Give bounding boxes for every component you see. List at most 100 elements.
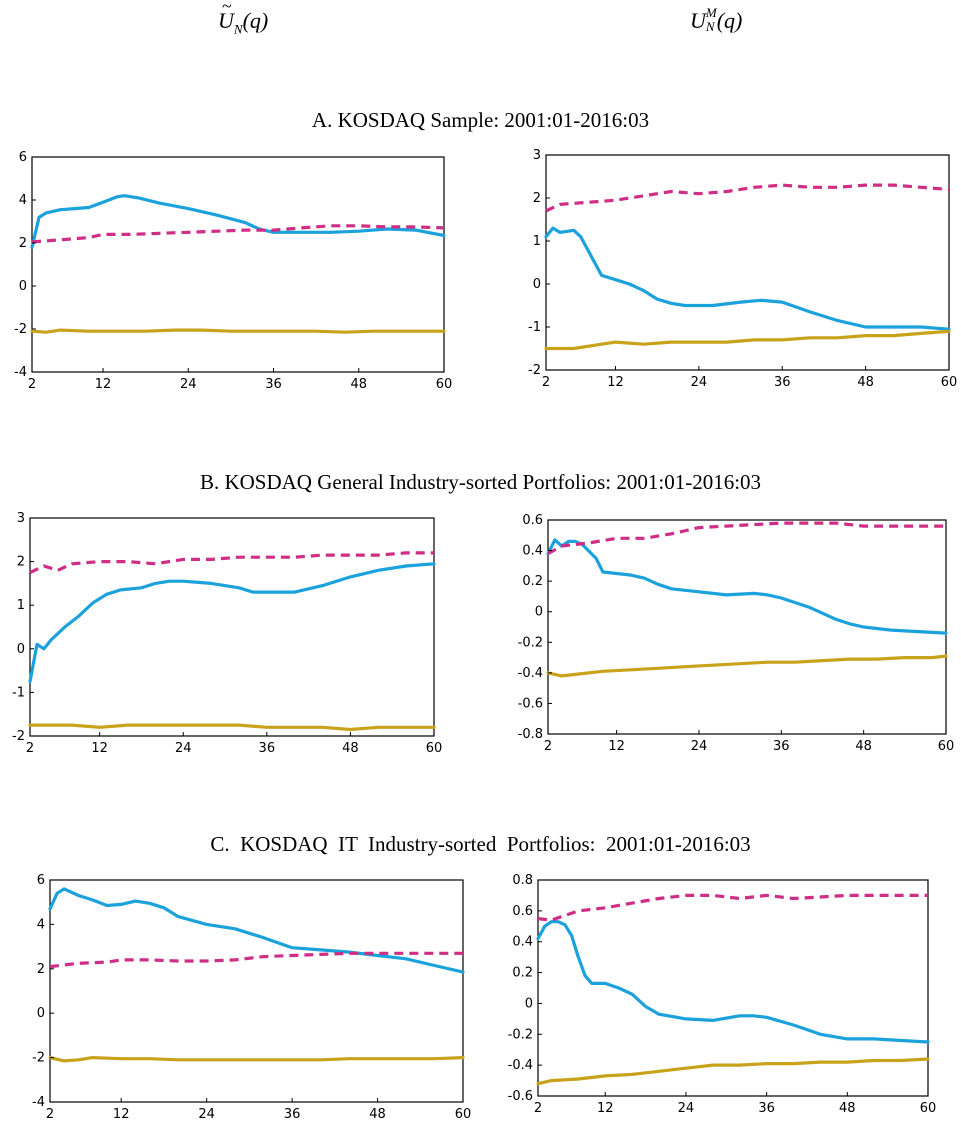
y-tick-label: 0.6 <box>522 513 543 528</box>
u-tilde-base: U <box>218 8 234 33</box>
y-tick-label: 3 <box>17 511 25 526</box>
series-line-magenta <box>545 183 950 213</box>
y-tick-label: 3 <box>533 148 541 163</box>
plot-frame <box>31 156 445 373</box>
x-tick-label: 24 <box>175 741 192 756</box>
x-tick-label: 24 <box>691 739 708 754</box>
chart-c-right: 2 12 24 36 48 60 -0.6 -0.4 -0.2 0 0.2 0.4 0.6 0.8 <box>508 873 937 1116</box>
x-tick-label: 60 <box>436 377 453 392</box>
x-tick-label: 48 <box>342 741 359 756</box>
x-tick-label: 48 <box>839 1101 856 1116</box>
series-line-gold <box>546 654 948 678</box>
x-tick-label: 12 <box>607 375 624 390</box>
y-tick-label: 0.2 <box>512 966 533 981</box>
u-tilde-symbol: ~ U <box>218 0 234 34</box>
x-tick-label: 60 <box>938 739 955 754</box>
x-tick-label: 2 <box>26 741 34 756</box>
x-tick-label: 2 <box>46 1107 54 1122</box>
x-tick-label: 2 <box>534 1101 542 1116</box>
y-tick-label: -0.4 <box>508 1058 533 1073</box>
y-tick-label: -1 <box>528 320 541 335</box>
panel-b-title: B. KOSDAQ General Industry-sorted Portfo… <box>199 470 762 494</box>
x-tick-label: 12 <box>91 741 108 756</box>
y-tick-label: -0.6 <box>518 696 543 711</box>
y-tick-label: 6 <box>37 873 45 888</box>
x-tick-label: 36 <box>265 377 282 392</box>
x-tick-label: 24 <box>691 375 708 390</box>
y-tick-label: -2 <box>528 363 541 378</box>
y-tick-label: 0 <box>37 1006 45 1021</box>
y-tick-label: 6 <box>19 150 27 165</box>
y-tick-label: 2 <box>17 555 25 570</box>
y-tick-label: 1 <box>17 598 25 613</box>
x-tick-label: 2 <box>542 375 550 390</box>
panel-a-title: A. KOSDAQ Sample: 2001:01-2016:03 <box>311 108 650 132</box>
x-tick-label: 12 <box>608 739 625 754</box>
series-line-magenta <box>49 951 463 969</box>
series-line-gold <box>28 723 436 732</box>
x-tick-label: 2 <box>544 739 552 754</box>
x-tick-label: 12 <box>597 1101 614 1116</box>
y-tick-label: -4 <box>32 1095 45 1110</box>
series-line-magenta <box>547 521 946 555</box>
x-tick-label: 24 <box>180 377 197 392</box>
y-tick-label: -2 <box>32 1051 45 1066</box>
plot-frame <box>49 879 464 1103</box>
y-tick-label: 1 <box>533 234 541 249</box>
x-tick-label: 60 <box>426 741 443 756</box>
series-line-magenta <box>31 224 445 244</box>
y-tick-label: 2 <box>533 191 541 206</box>
y-tick-label: 0.8 <box>512 873 533 888</box>
u-m-base: U <box>690 8 706 33</box>
y-tick-label: -2 <box>12 729 25 744</box>
x-tick-label: 12 <box>113 1107 130 1122</box>
plot-frame <box>29 517 435 737</box>
y-tick-label: 0.4 <box>512 935 533 950</box>
series-line-gold <box>30 328 446 334</box>
u-tilde-arg: (q) <box>242 8 269 33</box>
u-tilde-subscript: N <box>233 21 243 37</box>
series-line-blue <box>30 194 446 249</box>
y-tick-label: -0.2 <box>508 1027 533 1042</box>
series-line-gold <box>544 329 951 351</box>
y-tick-label: 0 <box>533 277 541 292</box>
x-tick-label: 48 <box>369 1107 386 1122</box>
y-tick-label: -0.2 <box>518 635 543 650</box>
u-m-arg: (q) <box>716 8 743 33</box>
y-tick-label: 0 <box>19 279 27 294</box>
y-tick-label: -0.6 <box>508 1089 533 1104</box>
chart-b-right: 2 12 24 36 48 60 -0.8 -0.6 -0.4 -0.2 0 0.2 0.4 0.6 <box>518 513 955 754</box>
y-tick-label: 0.2 <box>522 574 543 589</box>
y-tick-label: 0.6 <box>512 904 533 919</box>
y-tick-label: 4 <box>37 917 45 932</box>
u-tilde-accent: ~ <box>222 0 232 16</box>
y-tick-label: 4 <box>19 193 27 208</box>
y-tick-label: -0.4 <box>518 666 543 681</box>
plot-frame <box>545 154 950 371</box>
x-tick-label: 60 <box>941 375 958 390</box>
x-tick-label: 60 <box>920 1101 937 1116</box>
u-m-superscript: M <box>705 5 717 20</box>
x-tick-label: 24 <box>198 1107 215 1122</box>
x-tick-label: 24 <box>678 1101 695 1116</box>
y-tick-label: -4 <box>14 365 27 380</box>
series-line-magenta <box>537 893 928 922</box>
series-line-gold <box>48 1056 465 1063</box>
y-tick-label: 0 <box>525 996 533 1011</box>
series-line-magenta <box>29 551 434 574</box>
y-tick-label: -2 <box>14 322 27 337</box>
series-line-blue <box>546 538 948 635</box>
series-line-blue <box>28 562 436 684</box>
y-tick-label: -1 <box>12 685 25 700</box>
x-tick-label: 36 <box>284 1107 301 1122</box>
x-tick-label: 48 <box>855 739 872 754</box>
y-tick-label: 0 <box>535 605 543 620</box>
y-tick-label: 0.4 <box>522 544 543 559</box>
x-tick-label: 36 <box>774 375 791 390</box>
y-tick-label: 2 <box>19 236 27 251</box>
x-tick-label: 60 <box>455 1107 472 1122</box>
u-m-subscript: N <box>705 19 715 34</box>
